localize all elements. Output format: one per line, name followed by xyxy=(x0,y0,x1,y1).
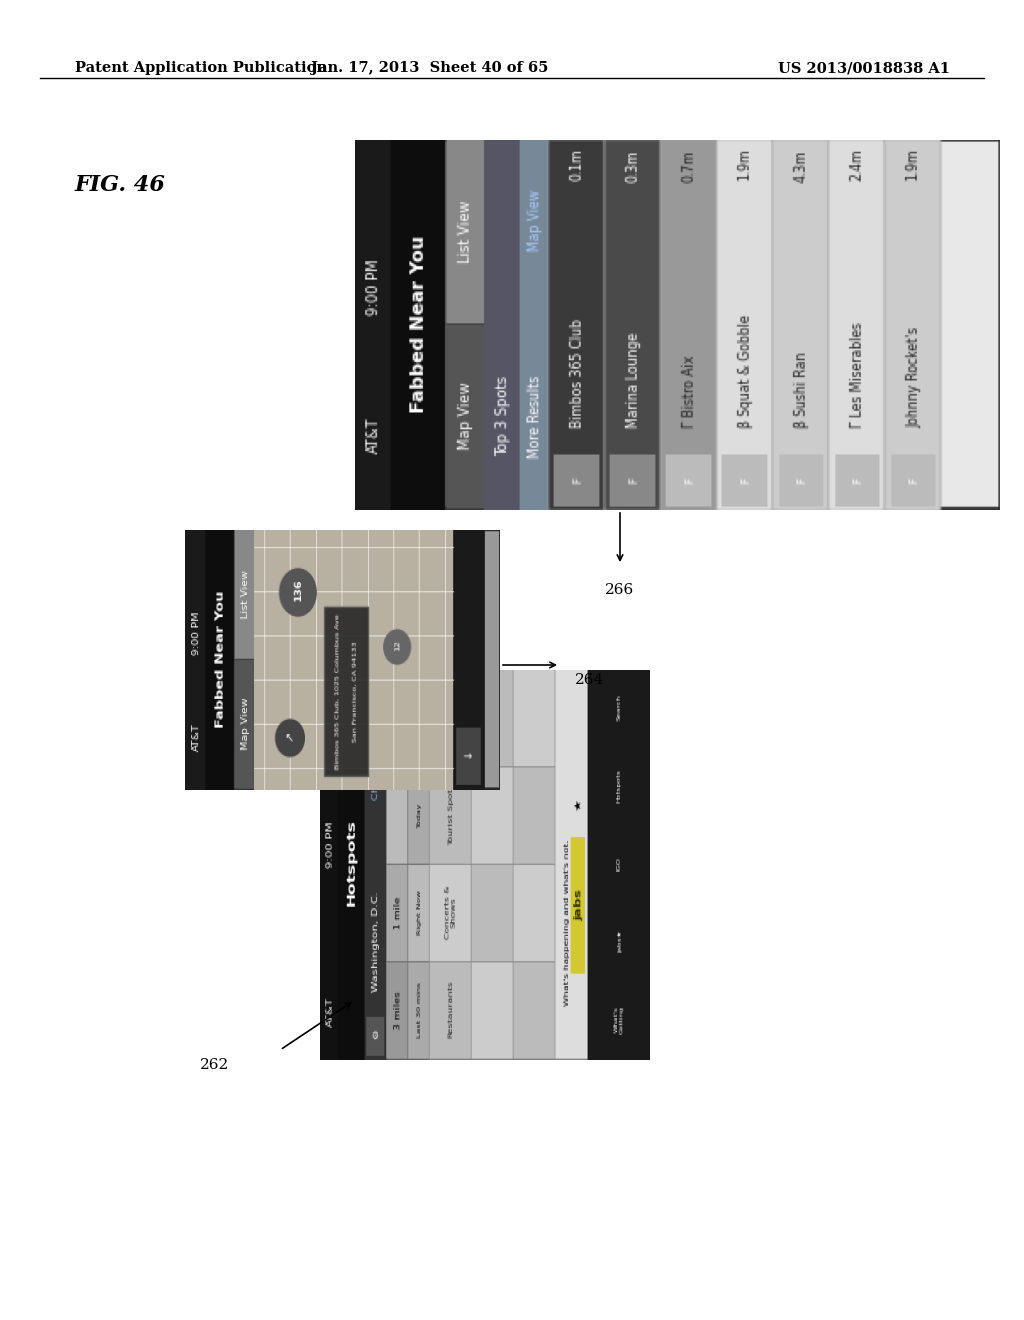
Text: US 2013/0018838 A1: US 2013/0018838 A1 xyxy=(778,61,950,75)
Text: Jan. 17, 2013  Sheet 40 of 65: Jan. 17, 2013 Sheet 40 of 65 xyxy=(311,61,549,75)
Text: 264: 264 xyxy=(575,673,604,686)
Text: 262: 262 xyxy=(201,1059,229,1072)
Text: 266: 266 xyxy=(605,583,635,597)
Text: Patent Application Publication: Patent Application Publication xyxy=(75,61,327,75)
Text: FIG. 46: FIG. 46 xyxy=(75,174,166,195)
